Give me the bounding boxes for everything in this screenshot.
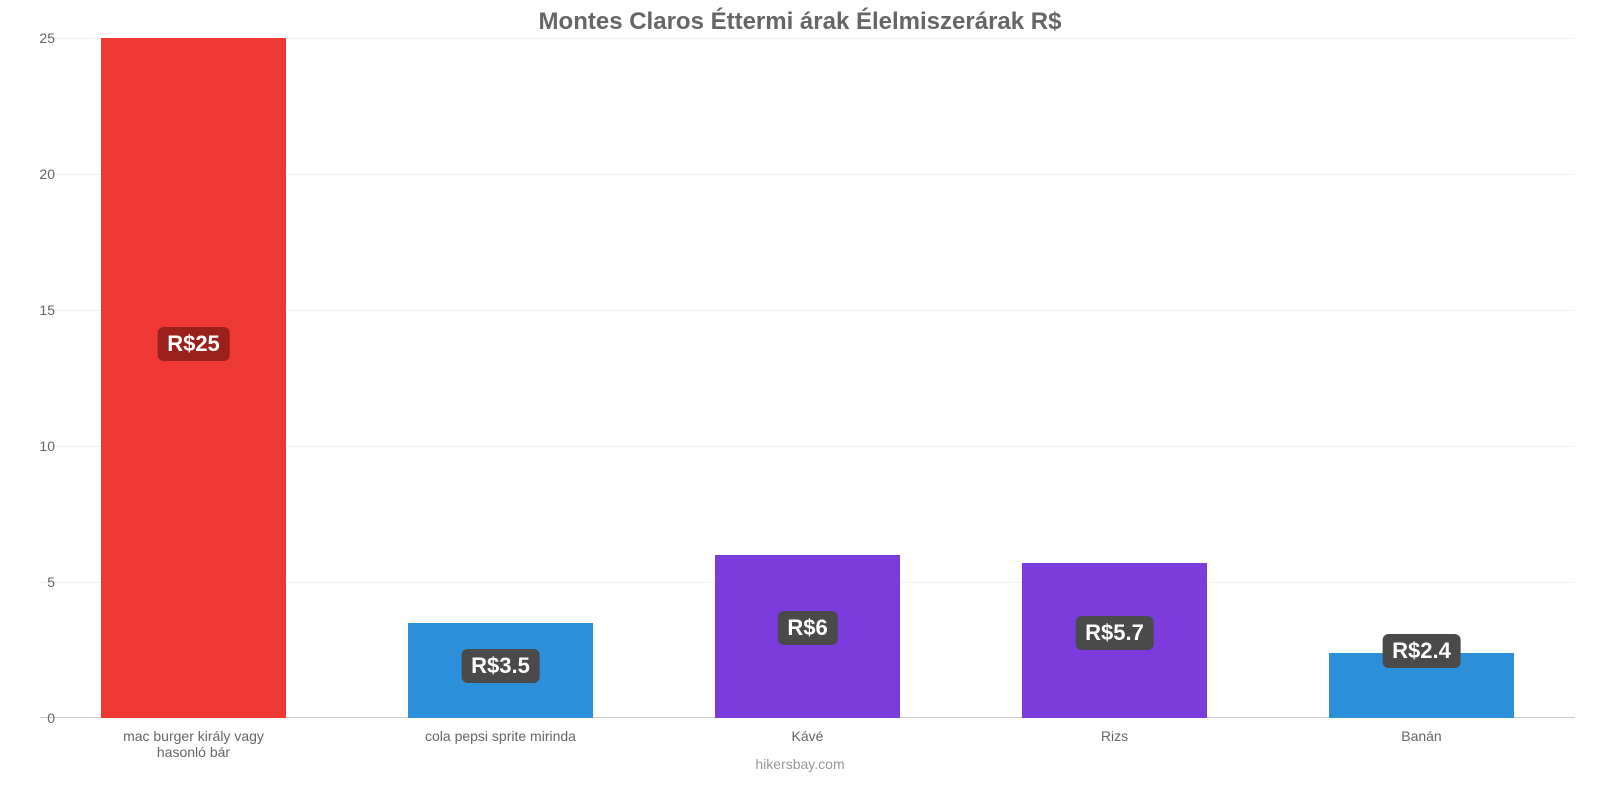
y-tick-label: 25: [39, 30, 55, 46]
chart-title: Montes Claros Éttermi árak Élelmiszerára…: [0, 8, 1600, 36]
y-tick-label: 5: [47, 574, 55, 590]
bar: [101, 38, 285, 718]
y-tick-label: 15: [39, 302, 55, 318]
bar-value-label: R$25: [157, 327, 230, 361]
y-tick-label: 20: [39, 166, 55, 182]
x-category-label: Kávé: [715, 728, 899, 744]
price-chart: Montes Claros Éttermi árak Élelmiszerára…: [0, 0, 1600, 800]
x-category-label: mac burger király vagy hasonló bár: [101, 728, 285, 760]
x-category-label: Rizs: [1022, 728, 1206, 744]
y-tick-label: 0: [47, 710, 55, 726]
bar-value-label: R$3.5: [461, 649, 540, 683]
bar-value-label: R$5.7: [1075, 616, 1154, 650]
x-category-label: Banán: [1329, 728, 1513, 744]
bar-value-label: R$2.4: [1382, 634, 1461, 668]
x-category-label: cola pepsi sprite mirinda: [408, 728, 592, 744]
plot-area: R$25 R$3.5 R$6 R$5.7 R$2.4: [40, 38, 1575, 718]
y-tick-label: 10: [39, 438, 55, 454]
bar-value-label: R$6: [777, 611, 837, 645]
